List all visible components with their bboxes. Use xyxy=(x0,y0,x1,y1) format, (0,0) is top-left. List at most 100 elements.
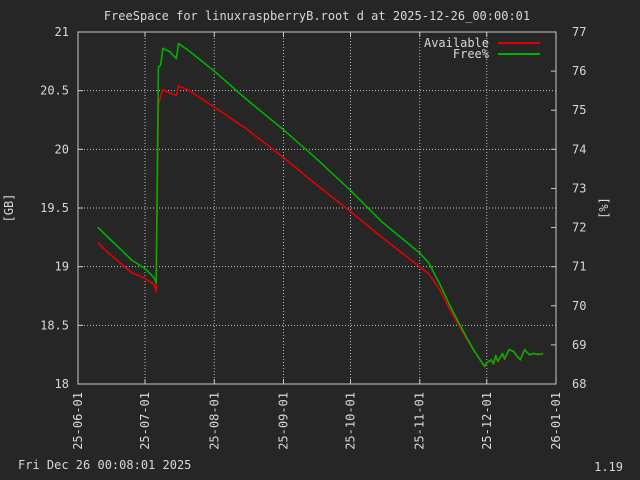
y2-tick-label: 77 xyxy=(572,25,586,39)
data-point-free-percent xyxy=(537,353,539,356)
y2-tick-label: 68 xyxy=(572,377,586,391)
data-point-available xyxy=(418,265,421,268)
data-point-free-percent xyxy=(472,348,475,351)
data-point-free-percent xyxy=(186,48,189,51)
data-point-free-percent xyxy=(244,97,247,100)
x-tick-label: 25-07-01 xyxy=(138,392,152,450)
data-point-free-percent xyxy=(503,357,506,360)
data-point-available xyxy=(130,271,133,274)
y-tick-label: 20.5 xyxy=(40,84,69,98)
data-point-free-percent xyxy=(532,352,535,355)
data-point-free-percent xyxy=(155,281,157,284)
data-point-free-percent xyxy=(508,348,510,351)
data-point-free-percent xyxy=(517,356,519,359)
data-point-free-percent xyxy=(177,42,180,45)
data-point-free-percent xyxy=(159,64,162,66)
series-layer xyxy=(97,42,544,368)
data-point-free-percent xyxy=(494,354,497,357)
data-point-free-percent xyxy=(168,50,171,53)
data-point-free-percent xyxy=(157,66,160,68)
y-axis-ticks: 18 18.5 19 19.5 20 20.5 21 xyxy=(40,25,83,391)
data-point-free-percent xyxy=(461,328,464,331)
data-point-available xyxy=(427,272,430,275)
data-point-available xyxy=(175,94,178,97)
data-point-available xyxy=(177,85,180,87)
data-point-free-percent xyxy=(427,262,430,264)
x-tick-label: 25-08-01 xyxy=(207,392,221,450)
y-tick-label: 21 xyxy=(55,25,69,39)
data-point-free-percent xyxy=(119,248,122,250)
y2-axis-ticks: 68 69 70 71 72 73 74 75 76 77 xyxy=(551,25,586,391)
data-point-free-percent xyxy=(519,359,522,361)
footer-timestamp: Fri Dec 26 00:08:01 2025 xyxy=(18,458,191,472)
x-tick-label: 25-12-01 xyxy=(480,392,494,450)
x-tick-label: 25-09-01 xyxy=(276,392,290,450)
data-point-free-percent xyxy=(512,350,515,353)
data-point-free-percent xyxy=(162,47,164,50)
data-point-available xyxy=(108,253,111,255)
y2-tick-label: 70 xyxy=(572,299,586,313)
y2-tick-label: 71 xyxy=(572,260,586,274)
y2-axis-label: [%] xyxy=(597,197,611,219)
data-point-free-percent xyxy=(144,267,146,270)
data-point-available xyxy=(168,92,171,94)
data-point-free-percent xyxy=(541,353,544,355)
data-point-free-percent xyxy=(130,259,133,261)
x-axis-ticks: 25-06-01 25-07-01 25-08-01 25-09-01 25-10-01… xyxy=(71,32,563,450)
data-point-free-percent xyxy=(97,226,99,229)
y-tick-label: 20 xyxy=(55,142,69,156)
y2-tick-label: 74 xyxy=(572,142,586,156)
data-point-free-percent xyxy=(450,306,452,309)
x-tick-label: 25-06-01 xyxy=(71,392,85,450)
data-point-free-percent xyxy=(418,252,421,254)
data-point-free-percent xyxy=(497,360,499,363)
data-point-available xyxy=(119,262,122,264)
data-point-free-percent xyxy=(486,361,488,364)
data-point-free-percent xyxy=(490,359,493,361)
data-point-available xyxy=(450,310,452,313)
data-point-available xyxy=(155,290,157,293)
x-tick-label: 25-11-01 xyxy=(413,392,427,450)
footer-version: 1.19 xyxy=(594,460,623,474)
legend-label-available: Available xyxy=(424,36,489,50)
y2-tick-label: 75 xyxy=(572,103,586,117)
data-point-free-percent xyxy=(108,237,111,240)
data-point-available xyxy=(349,210,352,213)
data-point-free-percent xyxy=(523,348,526,351)
data-point-free-percent xyxy=(153,276,155,279)
data-point-available xyxy=(314,182,316,185)
data-point-free-percent xyxy=(314,156,316,158)
y-tick-label: 18.5 xyxy=(40,318,69,332)
data-point-available xyxy=(162,88,164,91)
data-point-available xyxy=(213,106,216,108)
data-point-free-percent xyxy=(501,352,504,355)
data-point-available xyxy=(159,95,162,98)
x-tick-label: 25-10-01 xyxy=(344,392,358,450)
y2-tick-label: 73 xyxy=(572,181,586,195)
chart-title: FreeSpace for linuxraspberryB.root d at … xyxy=(104,9,530,23)
y2-tick-label: 76 xyxy=(572,64,586,78)
data-point-free-percent xyxy=(492,362,495,365)
y-tick-label: 19.5 xyxy=(40,201,69,215)
data-point-available xyxy=(244,127,247,129)
data-point-free-percent xyxy=(439,283,441,286)
data-point-free-percent xyxy=(213,70,216,72)
data-point-available xyxy=(153,283,155,286)
data-point-free-percent xyxy=(349,189,352,192)
data-point-free-percent xyxy=(175,57,178,60)
data-point-free-percent xyxy=(381,220,383,223)
data-point-free-percent xyxy=(282,129,285,131)
data-point-available xyxy=(97,242,99,244)
legend: Available Free% xyxy=(424,36,540,61)
data-point-available xyxy=(282,156,285,159)
data-point-available xyxy=(144,277,146,280)
y-axis-label: [GB] xyxy=(2,194,16,223)
y2-tick-label: 72 xyxy=(572,221,586,235)
data-point-available xyxy=(439,289,441,291)
data-point-free-percent xyxy=(528,353,530,356)
y-tick-label: 18 xyxy=(55,377,69,391)
x-tick-label: 26-01-01 xyxy=(549,392,563,450)
data-point-available xyxy=(381,236,383,239)
